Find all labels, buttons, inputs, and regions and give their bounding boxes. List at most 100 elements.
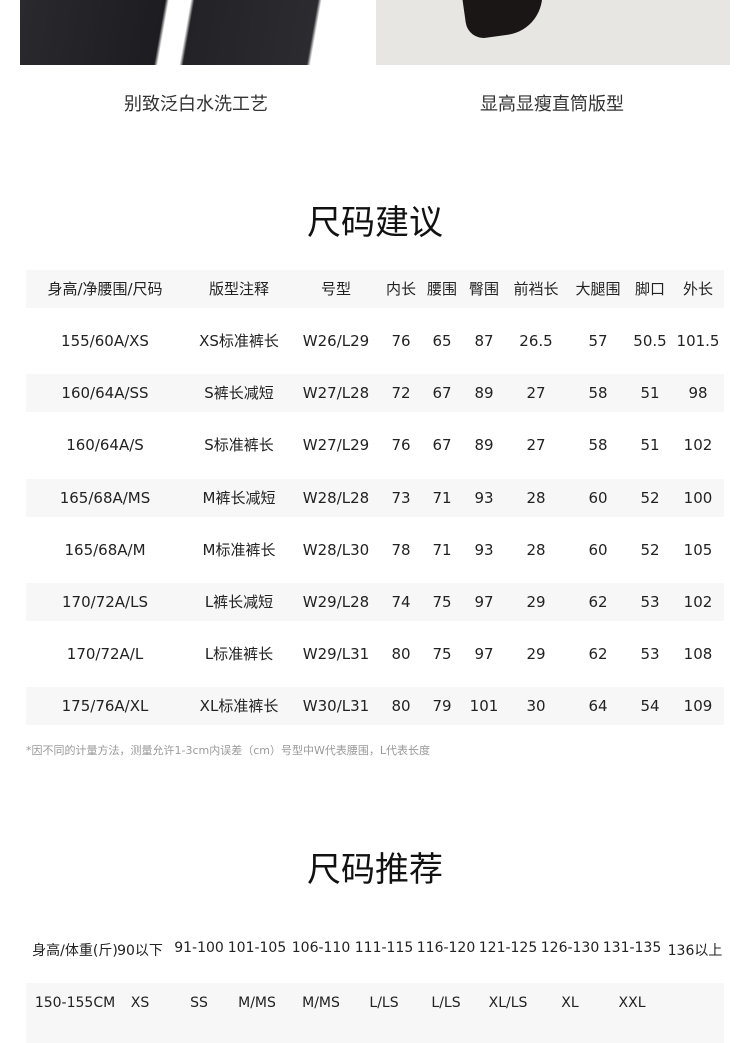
table-cell: 30	[526, 697, 546, 716]
table-row: 150-155CM XS SS M/MS M/MS L/LS L/LS XL/LS XL XXL	[26, 983, 724, 1043]
table-cell: S裤长减短	[204, 384, 274, 403]
table-cell: M/MS	[238, 995, 276, 1011]
table-cell: 57	[588, 332, 608, 350]
table-cell: 54	[640, 697, 660, 716]
table-cell: 29	[526, 645, 546, 664]
table-cell: M标准裤长	[202, 540, 276, 559]
table-cell: 90以下	[117, 943, 163, 959]
table-cell: 71	[432, 540, 452, 559]
table-cell: 53	[640, 645, 660, 664]
product-image-wash	[20, 0, 372, 65]
table-cell: 62	[588, 593, 608, 611]
table-cell: 80	[391, 645, 411, 664]
table-cell: 102	[683, 593, 713, 611]
table-cell: 60	[588, 488, 608, 507]
table-cell: 79	[432, 697, 452, 716]
table-cell: 64	[588, 697, 608, 716]
table-cell: 51	[640, 384, 660, 403]
table-cell: 165/68A/M	[64, 540, 146, 559]
table-cell: 72	[391, 384, 411, 403]
table-cell: 106-110	[291, 940, 351, 956]
table-cell: 53	[640, 593, 660, 611]
table-cell: 26.5	[519, 332, 553, 350]
table-cell: 73	[391, 488, 411, 507]
table-header: 身高/净腰围/尺码 版型注释 号型 内长 腰围 臀围 前裆长 大腿围 脚口 外长	[26, 270, 724, 308]
table-header: 身高/体重(斤) 90以下 91-100 101-105 106-110 111-115 1…	[26, 940, 724, 1000]
table-cell: 前裆长	[513, 280, 559, 298]
table-cell: 93	[474, 540, 494, 559]
table-cell: 58	[588, 384, 608, 403]
table-cell: 170/72A/LS	[62, 593, 148, 611]
table-cell: L/LS	[431, 995, 461, 1011]
table-cell: 150-155CM	[34, 995, 116, 1011]
table-cell: 131-135	[602, 940, 662, 956]
table-cell: XS标准裤长	[199, 332, 279, 350]
table-cell: 75	[432, 645, 452, 664]
table-cell: 27	[526, 384, 546, 403]
table-cell: 109	[683, 697, 713, 716]
table-cell: 102	[683, 436, 713, 455]
table-cell: 78	[391, 540, 411, 559]
table-cell: S标准裤长	[204, 436, 274, 455]
table-cell: 105	[683, 540, 713, 559]
table-row: 160/64A/SS S裤长减短 W27/L28 72 67 89 27 58 51 98	[26, 374, 724, 413]
table-cell: W28/L28	[302, 488, 370, 507]
table-cell: 97	[474, 645, 494, 664]
table-cell: W29/L31	[302, 645, 370, 664]
table-cell: 87	[474, 332, 494, 350]
table-cell: 52	[640, 540, 660, 559]
table-cell: 170/72A/L	[66, 645, 144, 664]
table-cell: 100	[683, 488, 713, 507]
table-cell: W30/L31	[302, 697, 370, 716]
table-cell: 89	[474, 384, 494, 403]
table-cell: XL	[561, 995, 579, 1011]
table-cell: M裤长减短	[202, 488, 276, 507]
table-cell: 155/60A/XS	[61, 332, 149, 350]
table-cell: 外长	[682, 280, 714, 298]
table-cell: 76	[391, 332, 411, 350]
table-cell: M/MS	[302, 995, 340, 1011]
table-cell: 80	[391, 697, 411, 716]
table-cell: 52	[640, 488, 660, 507]
table-cell: XL标准裤长	[199, 697, 279, 716]
table-cell: L标准裤长	[204, 645, 274, 664]
size-suggest-title: 尺码建议	[307, 203, 443, 243]
table-cell: 28	[526, 540, 546, 559]
table-cell: 71	[432, 488, 452, 507]
product-image-fit	[376, 0, 730, 65]
table-cell: 27	[526, 436, 546, 455]
table-cell: 75	[432, 593, 452, 611]
table-cell: 98	[688, 384, 708, 403]
table-cell: 108	[683, 645, 713, 664]
table-cell: 165/68A/MS	[59, 488, 151, 507]
table-cell: 160/64A/SS	[61, 384, 149, 403]
table-cell: W27/L29	[302, 436, 370, 455]
table-cell: 内长	[385, 280, 417, 298]
table-row: 170/72A/L L标准裤长 W29/L31 80 75 97 29 62 53 108	[26, 635, 724, 673]
table-row: 155/60A/XS XS标准裤长 W26/L29 76 65 87 26.5 57 50.5 1…	[26, 322, 724, 360]
caption-wash: 别致泛白水洗工艺	[124, 94, 268, 115]
table-row: 175/76A/XL XL标准裤长 W30/L31 80 79 101 30 64 54 109	[26, 687, 724, 726]
table-cell: 136以上	[667, 943, 723, 959]
table-cell: XXL	[618, 995, 646, 1011]
table-cell: 65	[432, 332, 452, 350]
table-cell: 58	[588, 436, 608, 455]
table-row: 160/64A/S S标准裤长 W27/L29 76 67 89 27 58 51 102	[26, 426, 724, 464]
size-recommend-title: 尺码推荐	[307, 850, 443, 890]
table-cell: SS	[190, 995, 208, 1011]
table-cell: 93	[474, 488, 494, 507]
caption-fit: 显高显瘦直筒版型	[480, 94, 624, 115]
table-cell: 28	[526, 488, 546, 507]
table-cell: 97	[474, 593, 494, 611]
table-cell: 50.5	[633, 332, 667, 350]
table-cell: 臀围	[468, 280, 500, 298]
table-cell: 60	[588, 540, 608, 559]
table-cell: 101	[469, 697, 499, 716]
table-cell: 101.5	[676, 332, 720, 350]
table-cell: 121-125	[478, 940, 538, 956]
table-row: 165/68A/M M标准裤长 W28/L30 78 71 93 28 60 52 105	[26, 531, 724, 569]
table-cell: 116-120	[416, 940, 476, 956]
table-row: 170/72A/LS L裤长减短 W29/L28 74 75 97 29 62 53 102	[26, 583, 724, 621]
table-cell: 号型	[320, 280, 352, 298]
table-cell: 身高/净腰围/尺码	[47, 280, 163, 298]
